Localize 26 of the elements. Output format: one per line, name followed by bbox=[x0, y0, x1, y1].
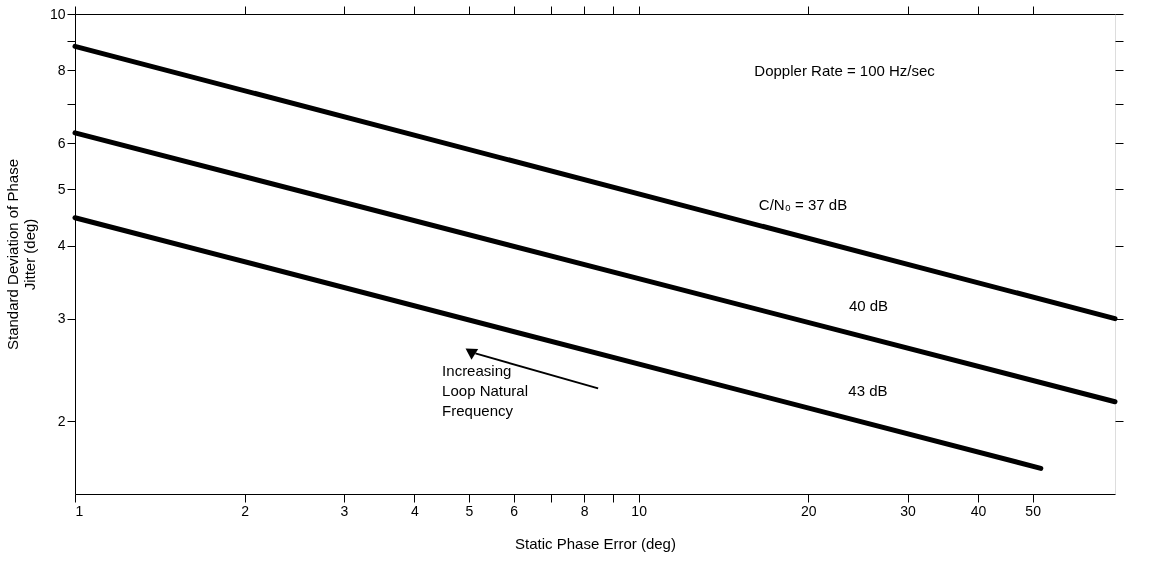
y-tick-label: 6 bbox=[57, 134, 66, 151]
y-tick-label: 8 bbox=[57, 61, 66, 78]
x-tick-label: 40 bbox=[970, 502, 987, 519]
x-tick-label: 6 bbox=[510, 502, 519, 519]
x-tick-label: 5 bbox=[465, 502, 474, 519]
x-axis-title: Static Phase Error (deg) bbox=[515, 534, 676, 552]
x-tick-label: 50 bbox=[1025, 502, 1042, 519]
y-tick-label: 5 bbox=[57, 180, 66, 197]
x-tick-label: 10 bbox=[631, 502, 648, 519]
x-tick-label: 8 bbox=[580, 502, 589, 519]
y-tick-label: 10 bbox=[49, 5, 66, 22]
x-tick-label: 3 bbox=[340, 502, 349, 519]
annotation: Increasing Loop Natural Frequency bbox=[442, 362, 529, 420]
y-tick-label: 2 bbox=[57, 412, 66, 429]
series-label: 43 dB bbox=[848, 382, 888, 400]
x-tick-label: 30 bbox=[900, 502, 917, 519]
y-tick-label: 4 bbox=[57, 237, 66, 254]
x-tick-label: 1 bbox=[75, 502, 84, 519]
y-axis-title: Standard Deviation of Phase Jitter (deg) bbox=[3, 159, 38, 350]
x-tick-label: 20 bbox=[801, 502, 817, 519]
series-label: 40 dB bbox=[848, 296, 889, 314]
series-label: C/N₀ = 37 dB bbox=[758, 195, 848, 213]
x-tick-label: 2 bbox=[241, 502, 250, 519]
y-tick-label: 3 bbox=[57, 310, 66, 327]
x-tick-label: 4 bbox=[410, 502, 419, 519]
annotation: Doppler Rate = 100 Hz/sec bbox=[754, 62, 936, 80]
